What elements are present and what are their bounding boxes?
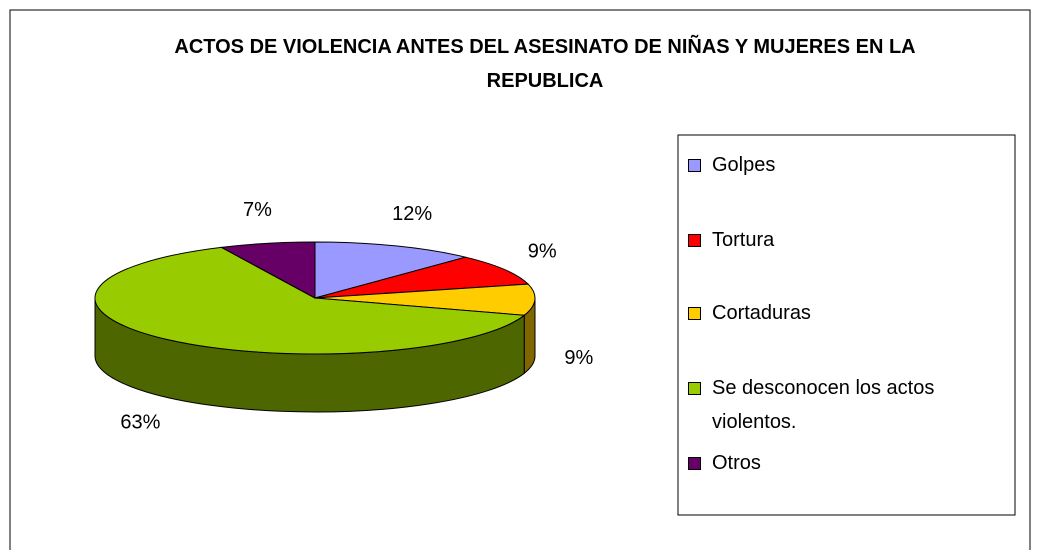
pie-slice: [314, 283, 536, 316]
data-label: 9%: [564, 347, 593, 369]
legend-swatch: [688, 382, 701, 395]
pie-slice: [314, 256, 530, 299]
legend-box: [677, 134, 1016, 516]
data-label: 63%: [120, 411, 160, 433]
legend-label: Golpes: [712, 154, 776, 176]
data-label: 12%: [392, 203, 432, 225]
pie-slice: [94, 246, 526, 355]
pie-slice: [219, 241, 316, 299]
legend-label: Se desconocen los actos violentos.: [712, 377, 935, 433]
legend-swatch: [688, 457, 701, 470]
legend-swatch: [688, 307, 701, 320]
legend-label: Cortaduras: [712, 302, 811, 324]
data-label: 7%: [243, 199, 272, 221]
chart-title: ACTOS DE VIOLENCIA ANTES DEL ASESINATO D…: [174, 36, 916, 92]
legend-swatch: [688, 234, 701, 247]
legend-swatch: [688, 159, 701, 172]
data-label: 9%: [528, 241, 557, 263]
pie-slice: [314, 241, 466, 299]
legend-label: Otros: [712, 452, 761, 474]
legend-label: Tortura: [712, 229, 775, 251]
